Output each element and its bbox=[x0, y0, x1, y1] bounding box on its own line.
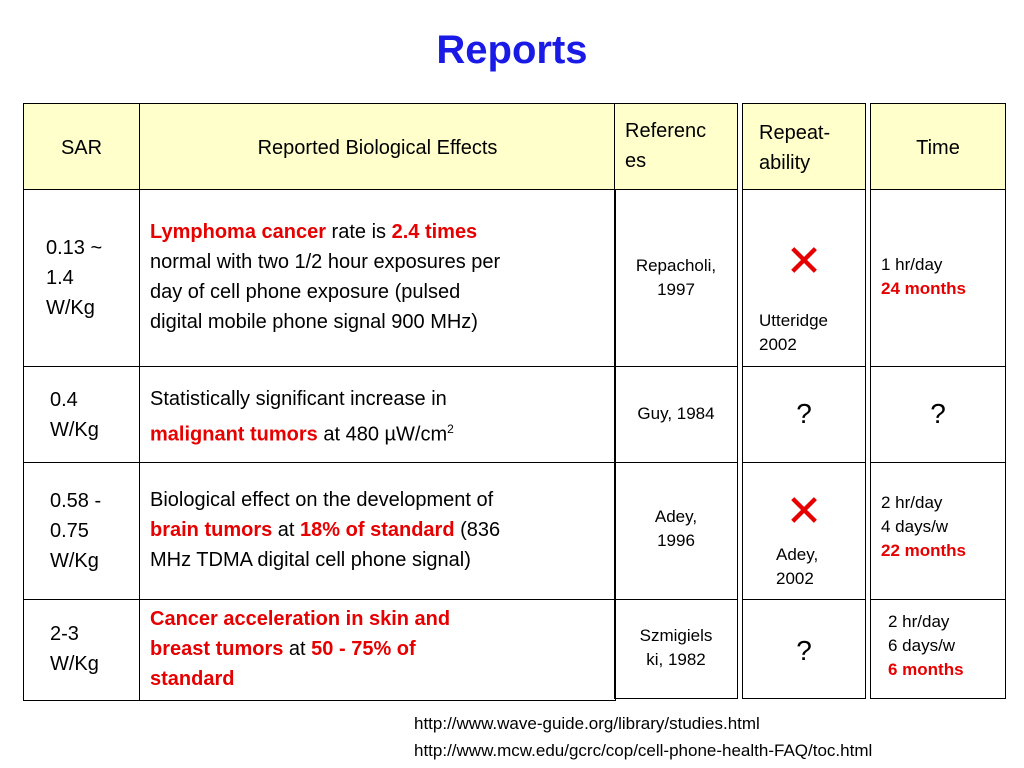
row-divider bbox=[615, 366, 737, 367]
effect-text: Statistically significant increase in ma… bbox=[150, 388, 454, 446]
row-divider bbox=[743, 462, 865, 463]
sar-value: 0.58 - 0.75 W/Kg bbox=[50, 490, 102, 572]
sar-value: 0.4 W/Kg bbox=[50, 389, 99, 441]
header-background-repeatability bbox=[743, 104, 865, 190]
effect-text: Cancer acceleration in skin and breast t… bbox=[150, 608, 451, 690]
header-background-time bbox=[871, 104, 1005, 190]
time-value: 2 hr/day 4 days/w 22 months bbox=[881, 493, 967, 560]
time-block bbox=[870, 103, 1006, 699]
time-value: ? bbox=[930, 398, 946, 429]
row-divider bbox=[743, 599, 865, 600]
reference: Szmigiels ki, 1982 bbox=[639, 626, 713, 669]
not-repeated-icon: ✕ bbox=[785, 237, 823, 286]
repeat-study: Utteridge 2002 bbox=[759, 311, 828, 354]
repeatability-block bbox=[742, 103, 866, 699]
column-divider bbox=[139, 104, 140, 700]
time-value: 2 hr/day 6 days/w 6 months bbox=[888, 612, 964, 679]
row-divider bbox=[615, 462, 737, 463]
unknown-repeat-icon: ? bbox=[796, 635, 812, 666]
row-divider bbox=[615, 189, 737, 190]
main-table-block bbox=[23, 103, 616, 701]
row-divider bbox=[615, 599, 737, 600]
sar-value: 2-3 W/Kg bbox=[50, 623, 99, 675]
not-repeated-icon: ✕ bbox=[785, 487, 823, 536]
header-time: Time bbox=[916, 137, 960, 159]
row-divider bbox=[871, 189, 1005, 190]
effect-text: Biological effect on the development of … bbox=[150, 489, 501, 571]
row-divider bbox=[24, 189, 615, 190]
row-divider bbox=[24, 599, 615, 600]
unknown-repeat-icon: ? bbox=[796, 398, 812, 429]
header-references: Referenc es bbox=[625, 120, 707, 172]
header-background-references bbox=[615, 104, 737, 190]
header-repeatability: Repeat- ability bbox=[759, 122, 831, 174]
repeat-study: Adey, 2002 bbox=[776, 545, 819, 588]
reference: Repacholi, 1997 bbox=[635, 256, 717, 299]
time-value: 1 hr/day 24 months bbox=[881, 255, 967, 298]
reference: Guy, 1984 bbox=[637, 404, 715, 423]
header-effects: Reported Biological Effects bbox=[257, 137, 498, 159]
row-divider bbox=[24, 462, 615, 463]
row-divider bbox=[743, 189, 865, 190]
row-divider bbox=[871, 366, 1005, 367]
references-block bbox=[614, 103, 738, 699]
header-background-main bbox=[24, 104, 615, 190]
reference: Adey, 1996 bbox=[654, 507, 698, 550]
row-divider bbox=[871, 599, 1005, 600]
row-divider bbox=[871, 462, 1005, 463]
effect-text: Lymphoma cancer rate is 2.4 times normal… bbox=[150, 221, 501, 333]
page-title: Reports bbox=[436, 28, 588, 72]
source-link[interactable]: http://www.mcw.edu/gcrc/cop/cell-phone-h… bbox=[414, 741, 873, 760]
row-divider bbox=[24, 366, 615, 367]
row-divider bbox=[743, 366, 865, 367]
header-sar: SAR bbox=[60, 137, 103, 159]
sar-value: 0.13 ~ 1.4 W/Kg bbox=[46, 237, 103, 319]
source-link[interactable]: http://www.wave-guide.org/library/studie… bbox=[414, 714, 760, 733]
